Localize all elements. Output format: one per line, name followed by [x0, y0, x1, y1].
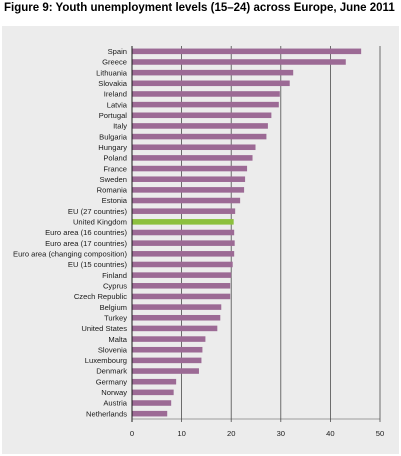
category-label: Greece — [102, 58, 127, 67]
category-label: United States — [81, 324, 127, 333]
category-label: Euro area (16 countries) — [45, 228, 127, 237]
category-label: Bulgaria — [99, 132, 128, 141]
category-label: Norway — [101, 388, 127, 397]
category-label: Czech Republic — [74, 292, 127, 301]
bar — [132, 197, 241, 204]
bar — [132, 272, 232, 278]
bar — [132, 346, 203, 353]
x-tick-label: 20 — [227, 429, 235, 438]
bar — [132, 229, 235, 236]
category-label: Italy — [113, 122, 127, 131]
bar — [132, 251, 235, 257]
bar — [132, 240, 235, 246]
category-label: Poland — [103, 154, 127, 163]
category-label: EU (27 countries) — [68, 207, 128, 216]
bar — [132, 144, 256, 151]
bar — [132, 357, 202, 364]
bar — [132, 293, 231, 300]
bar — [132, 123, 268, 129]
category-label: Slovenia — [98, 345, 128, 354]
figure-title: Figure 9: Youth unemployment levels (15–… — [4, 2, 395, 14]
bar — [132, 187, 245, 193]
x-tick-label: 30 — [277, 429, 285, 438]
bar — [132, 80, 290, 87]
bar — [132, 400, 172, 406]
category-label: Denmark — [96, 367, 127, 376]
category-label: Spain — [108, 47, 127, 56]
bar — [132, 101, 279, 108]
bar — [132, 378, 177, 385]
bar — [132, 48, 362, 55]
bar — [132, 133, 267, 140]
bar — [132, 208, 236, 214]
category-label: Lithuania — [96, 68, 128, 77]
bar — [132, 112, 272, 119]
bar — [132, 283, 231, 289]
bar — [132, 219, 234, 225]
x-tick-label: 50 — [376, 429, 384, 438]
bar — [132, 368, 199, 374]
category-label: Germany — [96, 377, 127, 386]
category-label: Finland — [102, 271, 127, 280]
bar — [132, 325, 218, 332]
bar — [132, 176, 246, 182]
category-label: Austria — [103, 399, 127, 408]
bar — [132, 261, 233, 268]
category-label: Malta — [108, 335, 127, 344]
category-label: Ireland — [104, 90, 127, 99]
category-label: Euro area (changing composition) — [13, 250, 127, 259]
chart-panel — [2, 26, 399, 454]
category-label: United Kingdom — [73, 218, 127, 227]
bar — [132, 336, 206, 342]
category-label: Cyprus — [103, 281, 127, 290]
category-label: Romania — [97, 186, 128, 195]
bar — [132, 165, 248, 172]
category-label: Slovakia — [98, 79, 127, 88]
category-label: Belgium — [100, 303, 127, 312]
category-label: Sweden — [100, 175, 127, 184]
x-tick-label: 0 — [130, 429, 134, 438]
category-label: Latvia — [107, 100, 128, 109]
category-label: Euro area (17 countries) — [45, 239, 127, 248]
x-tick-label: 10 — [177, 429, 185, 438]
category-label: Estonia — [102, 196, 128, 205]
bar — [132, 304, 222, 310]
bar — [132, 91, 280, 97]
category-label: Turkey — [104, 313, 127, 322]
category-label: Portugal — [99, 111, 128, 120]
x-tick-label: 40 — [326, 429, 334, 438]
bar — [132, 59, 346, 65]
bar — [132, 69, 294, 76]
category-label: Hungary — [98, 143, 127, 152]
bar — [132, 389, 174, 396]
category-label: Netherlands — [86, 409, 127, 418]
bar — [132, 410, 168, 417]
category-label: France — [103, 164, 127, 173]
bar — [132, 155, 253, 161]
category-label: Luxembourg — [85, 356, 127, 365]
bar — [132, 314, 221, 321]
category-label: EU (15 countries) — [68, 260, 128, 269]
